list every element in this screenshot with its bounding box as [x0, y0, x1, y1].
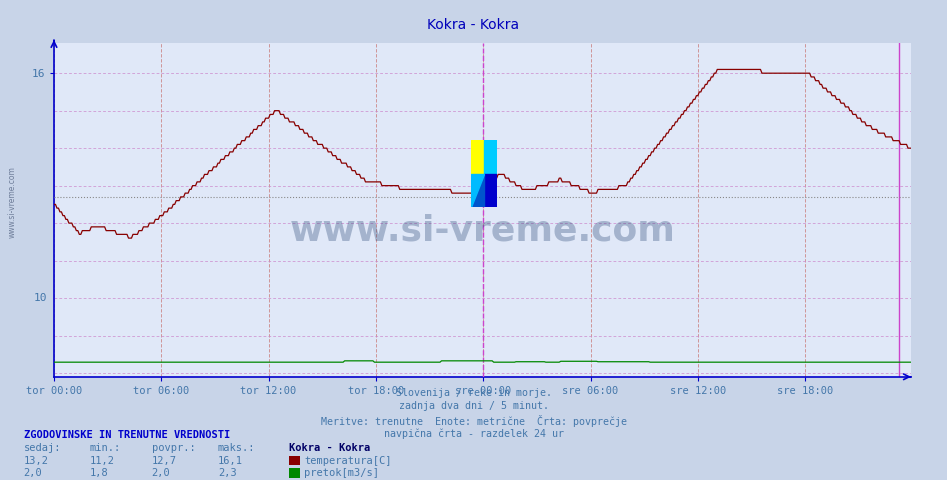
Bar: [484, 174, 497, 207]
Polygon shape: [471, 174, 484, 207]
Text: min.:: min.:: [90, 443, 121, 453]
Text: maks.:: maks.:: [218, 443, 256, 453]
Text: sedaj:: sedaj:: [24, 443, 62, 453]
Text: 1,8: 1,8: [90, 468, 109, 478]
Text: Kokra - Kokra: Kokra - Kokra: [289, 443, 370, 453]
Text: zadnja dva dni / 5 minut.: zadnja dva dni / 5 minut.: [399, 401, 548, 411]
Text: 2,0: 2,0: [152, 468, 170, 478]
Text: ZGODOVINSKE IN TRENUTNE VREDNOSTI: ZGODOVINSKE IN TRENUTNE VREDNOSTI: [24, 430, 230, 440]
Text: 12,7: 12,7: [152, 456, 176, 466]
Text: 16,1: 16,1: [218, 456, 242, 466]
Polygon shape: [471, 174, 484, 207]
Text: temperatura[C]: temperatura[C]: [304, 456, 391, 466]
Text: 2,3: 2,3: [218, 468, 237, 478]
Text: 13,2: 13,2: [24, 456, 48, 466]
Bar: [471, 140, 484, 174]
Text: www.si-vreme.com: www.si-vreme.com: [8, 166, 17, 238]
Text: pretok[m3/s]: pretok[m3/s]: [304, 468, 379, 478]
Text: Slovenija / reke in morje.: Slovenija / reke in morje.: [396, 388, 551, 398]
Text: navpična črta - razdelek 24 ur: navpična črta - razdelek 24 ur: [384, 428, 563, 439]
Text: 10: 10: [33, 293, 47, 303]
Bar: [484, 140, 497, 174]
Text: 11,2: 11,2: [90, 456, 115, 466]
Text: 2,0: 2,0: [24, 468, 43, 478]
Text: Kokra - Kokra: Kokra - Kokra: [427, 18, 520, 32]
Text: Meritve: trenutne  Enote: metrične  Črta: povprečje: Meritve: trenutne Enote: metrične Črta: …: [320, 415, 627, 427]
Text: www.si-vreme.com: www.si-vreme.com: [290, 213, 675, 247]
Text: povpr.:: povpr.:: [152, 443, 195, 453]
